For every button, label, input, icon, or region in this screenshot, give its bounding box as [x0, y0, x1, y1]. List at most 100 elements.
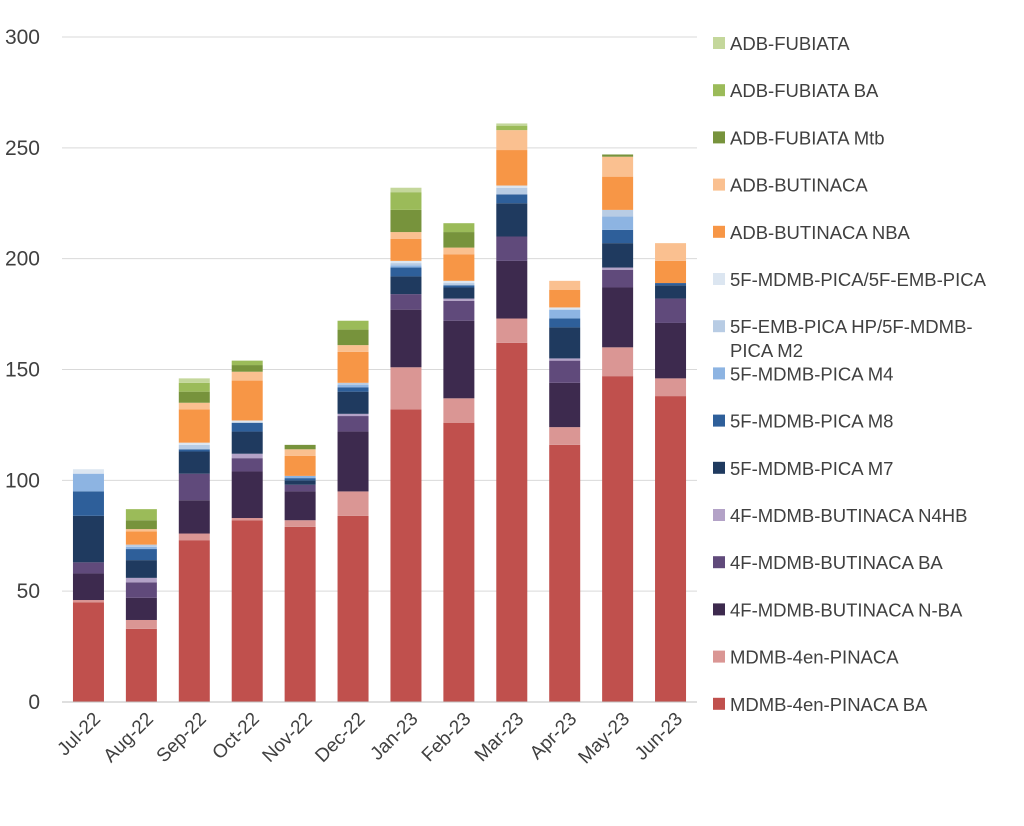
bar-segment [549, 360, 581, 383]
y-tick-label: 250 [5, 137, 40, 160]
legend-label: ADB-FUBIATA BA [730, 80, 879, 101]
bar-segment [549, 427, 581, 445]
bar-segment [284, 484, 316, 492]
legend-entry: 4F-MDMB-BUTINACA N-BA [713, 599, 963, 620]
bar-segment [178, 442, 210, 445]
legend-swatch [713, 697, 725, 710]
y-tick-label: 150 [5, 359, 40, 382]
bar-segment [337, 431, 369, 492]
bar-segment [231, 431, 263, 454]
bar-segment [231, 380, 263, 421]
bar-segment [390, 263, 422, 266]
bar-segment [284, 444, 316, 450]
legend-swatch [713, 37, 725, 49]
x-tick-label: Feb-23 [418, 709, 475, 766]
bar-segment [125, 531, 157, 545]
bar-segment [125, 529, 157, 532]
bar-segment [443, 232, 475, 248]
bar-segment [655, 283, 687, 286]
bar-segment [390, 294, 422, 310]
legend-entry: MDMB-4en-PINACA [713, 647, 899, 668]
legend-label: ADB-FUBIATA [730, 33, 850, 54]
legend-swatch [713, 84, 725, 97]
legend-swatch [713, 320, 725, 333]
bar-segment [443, 280, 475, 284]
bar-segment [390, 267, 422, 277]
bar-segment [72, 600, 104, 603]
bar-segment [390, 187, 422, 193]
bar-segment [125, 582, 157, 598]
y-tick-label: 200 [5, 248, 40, 271]
bar-segment [443, 283, 475, 286]
bar-segment [602, 154, 634, 157]
bar-segment [655, 396, 687, 702]
bar-segment [602, 269, 634, 288]
bar-segment [443, 298, 475, 301]
x-tick-label: Jan-23 [367, 709, 423, 765]
bar-segment [337, 387, 369, 392]
legend-swatch [713, 178, 725, 191]
legend-label: 5F-MDMB-PICA/5F-EMB-PICA [730, 269, 987, 290]
bar-segment [231, 360, 263, 366]
bar-segment [125, 619, 157, 629]
legend-entry: 5F-MDMB-PICA M8 [713, 411, 893, 432]
bar-segment [178, 382, 210, 392]
bar-segment [549, 327, 581, 359]
bar-segment [443, 422, 475, 702]
x-tick-label: Jul-22 [54, 709, 105, 760]
legend-label-line: PICA M2 [730, 340, 803, 361]
bar-segment [655, 243, 687, 261]
y-tick-label: 300 [5, 26, 40, 49]
bar-segment [284, 455, 316, 476]
y-tick-label: 0 [28, 691, 40, 714]
legend-label-line: 5F-EMB-PICA HP/5F-MDMB- [730, 316, 973, 337]
legend-entry: 5F-MDMB-PICA M4 [713, 363, 893, 384]
bar-segment [337, 391, 369, 414]
legend-entry: 5F-MDMB-PICA M7 [713, 458, 893, 479]
bars [72, 123, 687, 702]
bar-segment [284, 480, 316, 485]
bar-segment [443, 254, 475, 281]
bar-segment [178, 378, 210, 383]
bar-segment [602, 229, 634, 244]
x-tick-label: Sep-22 [153, 709, 211, 767]
bar-segment [549, 358, 581, 361]
legend-swatch [713, 225, 725, 238]
bar-segment [496, 318, 528, 343]
bar-segment [443, 287, 475, 299]
bar-segment [125, 509, 157, 521]
bar-segment [602, 376, 634, 702]
bar-segment [602, 287, 634, 348]
bar-segment [284, 478, 316, 481]
bar-segment [602, 176, 634, 210]
bar-segment [178, 449, 210, 452]
bar-segment [178, 500, 210, 534]
legend-entry: MDMB-4en-PINACA BA [713, 694, 928, 715]
bar-segment [178, 540, 210, 702]
bar-segment [390, 276, 422, 295]
bar-segment [602, 267, 634, 270]
bar-segment [337, 385, 369, 388]
legend-label: 4F-MDMB-BUTINACA N-BA [730, 599, 963, 620]
bar-segment [496, 123, 528, 126]
legend-entry: 4F-MDMB-BUTINACA BA [713, 552, 943, 573]
legend: ADB-FUBIATA ADB-FUBIATA BA ADB-FUBIATA Mtb… [713, 33, 987, 715]
bar-segment [390, 209, 422, 233]
legend-entry: ADB-BUTINACA NBA [713, 222, 911, 243]
bar-segment [72, 491, 104, 516]
bar-segment [337, 515, 369, 702]
legend-label: MDMB-4en-PINACA BA [730, 694, 928, 715]
bar-segment [390, 232, 422, 239]
legend-label: ADB-BUTINACA NBA [730, 222, 911, 243]
bar-segment [337, 413, 369, 417]
y-axis-ticks: 0 50 100 150 200 250 300 [5, 26, 40, 714]
legend-entry: 5F-EMB-PICA HP/5F-MDMB- PICA M2 [713, 316, 973, 361]
bar-segment [549, 382, 581, 428]
bar-segment [602, 347, 634, 377]
bar-segment [72, 469, 104, 474]
bar-segment [231, 458, 263, 472]
bar-segment [125, 577, 157, 583]
bar-segment [390, 409, 422, 702]
legend-label: MDMB-4en-PINACA [730, 647, 899, 668]
bar-segment [337, 351, 369, 383]
